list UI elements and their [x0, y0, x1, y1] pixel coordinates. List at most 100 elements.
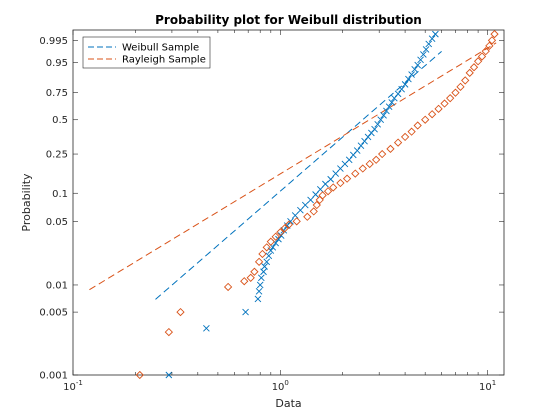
data-point-rayleigh [393, 138, 403, 147]
data-point-weibull [277, 232, 285, 239]
y-tick-label: 0.75 [46, 88, 68, 99]
legend-entry-rayleigh: Rayleigh Sample [122, 55, 206, 66]
x-tick-label: 10-1 [63, 379, 83, 393]
data-point-weibull [432, 30, 439, 38]
data-point-rayleigh [246, 273, 255, 282]
data-point-rayleigh [323, 187, 333, 196]
data-point-weibull [261, 263, 268, 270]
y-axis-ticks: 0.001 0.005 0.01 0.05 0.1 0.25 0.5 0.75 0.95 0.99… [39, 36, 504, 382]
fit-lines [89, 42, 497, 300]
legend: Weibull Sample Rayleigh Sample [82, 36, 211, 69]
data-point-rayleigh [407, 127, 416, 136]
data-point-rayleigh [378, 149, 387, 159]
data-point-rayleigh [446, 94, 455, 103]
data-point-rayleigh [421, 115, 430, 124]
data-point-weibull [420, 51, 427, 58]
data-point-weibull [408, 71, 415, 78]
data-point-weibull [405, 75, 412, 83]
data-point-rayleigh [240, 277, 249, 286]
data-point-weibull [263, 258, 271, 266]
data-point-rayleigh [329, 183, 338, 192]
data-point-rayleigh [365, 159, 374, 169]
data-point-weibull [357, 142, 365, 149]
data-point-weibull [353, 147, 361, 154]
data-point-rayleigh [318, 191, 327, 200]
data-point-rayleigh [135, 370, 144, 380]
data-point-rayleigh [427, 110, 437, 119]
data-point-rayleigh [292, 217, 301, 226]
data-point-rayleigh [490, 29, 499, 39]
data-point-rayleigh [250, 267, 259, 276]
data-point-weibull [260, 268, 267, 276]
data-point-rayleigh [262, 243, 271, 252]
data-point-weibull [414, 61, 421, 69]
fit-line-rayleigh [89, 42, 497, 291]
y-tick-label: 0.5 [52, 115, 68, 126]
data-point-rayleigh [481, 47, 490, 56]
data-point-rayleigh [477, 52, 487, 61]
data-point-weibull [275, 235, 282, 243]
data-point-weibull [398, 85, 405, 93]
data-point-weibull [425, 40, 433, 48]
data-point-rayleigh [469, 63, 479, 72]
data-point-rayleigh [276, 228, 285, 237]
data-point-rayleigh [473, 57, 483, 66]
y-axis-label: Probability [20, 173, 33, 232]
data-point-rayleigh [284, 220, 294, 229]
x-tick-label: 101 [479, 379, 496, 393]
data-point-weibull [255, 288, 263, 295]
data-point-weibull [380, 111, 387, 119]
data-point-rayleigh [303, 212, 312, 221]
data-point-weibull [417, 56, 424, 64]
data-point-weibull [391, 94, 398, 102]
data-point-weibull [401, 81, 409, 88]
data-point-weibull [428, 35, 436, 43]
x-axis-ticks: 10-1 100 101 [63, 30, 496, 393]
x-axis-label: Data [275, 397, 301, 410]
data-point-rayleigh [164, 327, 173, 337]
data-point-weibull [322, 180, 329, 188]
y-tick-label: 0.01 [46, 280, 68, 291]
data-point-rayleigh [451, 88, 460, 97]
data-point-weibull [258, 274, 265, 282]
data-point-rayleigh [309, 207, 318, 216]
data-point-rayleigh [386, 144, 395, 154]
y-tick-label: 0.25 [46, 150, 68, 161]
data-point-weibull [371, 125, 378, 133]
data-point-rayleigh [271, 232, 280, 241]
data-point-rayleigh [312, 200, 321, 210]
data-point-rayleigh [266, 237, 275, 246]
data-point-weibull [388, 99, 396, 106]
data-markers [135, 29, 499, 380]
chart-title: Probability plot for Weibull distributio… [155, 13, 422, 27]
data-point-rayleigh [485, 41, 494, 50]
data-point-rayleigh [372, 155, 381, 164]
data-point-rayleigh [358, 164, 367, 173]
data-point-weibull [377, 116, 385, 124]
data-point-rayleigh [280, 224, 289, 233]
data-point-weibull [345, 156, 353, 164]
data-point-weibull [242, 308, 249, 316]
data-point-rayleigh [342, 174, 352, 183]
data-point-rayleigh [461, 76, 470, 85]
data-point-rayleigh [336, 178, 345, 188]
data-point-weibull [364, 133, 372, 141]
data-point-weibull [307, 196, 314, 204]
data-point-rayleigh [223, 282, 233, 292]
axes-box [72, 29, 505, 376]
y-tick-label: 0.1 [52, 189, 68, 200]
data-point-rayleigh [258, 249, 267, 259]
data-point-rayleigh [434, 104, 443, 113]
fit-line-weibull [155, 50, 442, 300]
data-point-weibull [383, 107, 390, 115]
legend-entry-weibull: Weibull Sample [122, 43, 199, 54]
y-tick-label: 0.05 [46, 217, 68, 228]
data-point-weibull [203, 325, 210, 332]
data-point-rayleigh [456, 82, 465, 91]
data-point-weibull [422, 46, 430, 53]
data-point-weibull [411, 65, 419, 73]
y-tick-label: 0.95 [46, 58, 68, 69]
data-point-rayleigh [254, 257, 264, 266]
data-point-weibull [254, 295, 262, 303]
